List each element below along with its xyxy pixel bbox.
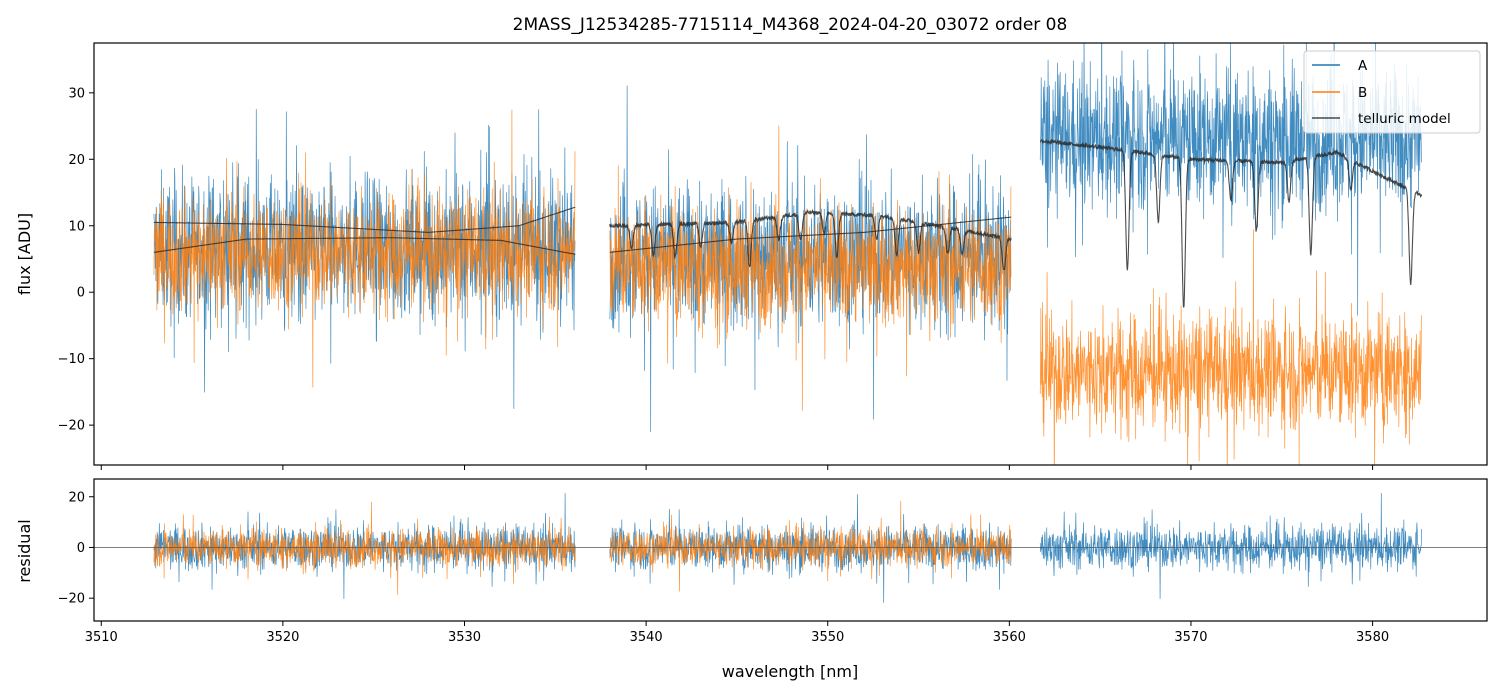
residual-series-layer (94, 493, 1487, 603)
residual-series-b-segment-1 (153, 501, 576, 595)
flux-y-tick-label: 30 (68, 86, 85, 101)
x-tick-label: 3550 (811, 630, 844, 645)
x-tick-label: 3510 (85, 630, 118, 645)
x-tick-label: 3560 (993, 630, 1026, 645)
x-tick-label: 3570 (1174, 630, 1207, 645)
flux-series-layer (153, 43, 1423, 465)
residual-y-ticks: −20 0 20 (58, 490, 94, 607)
chart-title: 2MASS_J12534285-7715114_M4368_2024-04-20… (513, 15, 1068, 35)
residual-x-ticks: 3510 3520 3530 3540 3550 3560 3570 3580 (85, 621, 1389, 645)
residual-axes-frame (93, 478, 1488, 622)
flux-series-b-segment-3 (1039, 229, 1422, 465)
x-tick-label: 3530 (448, 630, 481, 645)
residual-y-tick-label: 0 (77, 541, 85, 556)
x-axis-label: wavelength [nm] (722, 662, 859, 681)
flux-series-a-segment-3 (1039, 43, 1422, 316)
flux-y-tick-label: 20 (68, 153, 85, 168)
flux-y-ticks: −20 −10 0 10 20 30 (58, 86, 94, 434)
residual-series-b-segment-2 (609, 500, 1012, 592)
flux-series-b-segment-2 (609, 125, 1012, 411)
legend: A B telluric model (1303, 50, 1481, 134)
flux-y-axis-label: flux [ADU] (15, 213, 34, 295)
legend-label-telluric: telluric model (1358, 111, 1451, 127)
flux-y-tick-label: −20 (58, 419, 85, 434)
telluric-model-seg3 (1040, 138, 1423, 308)
residual-y-tick-label: 20 (68, 490, 85, 505)
legend-box (1303, 50, 1481, 134)
flux-y-tick-label: 0 (77, 286, 85, 301)
x-tick-label: 3540 (630, 630, 663, 645)
telluric-model-seg1-b (153, 237, 576, 255)
flux-panel: −20 −10 0 10 20 30 flux [ADU] A B telluric mo… (15, 42, 1488, 470)
flux-series-b-segment-1 (153, 109, 576, 388)
residual-series-a-segment-3 (1039, 493, 1422, 599)
telluric-model-seg1-a (153, 206, 576, 233)
legend-label-b: B (1358, 85, 1367, 101)
telluric-model-seg2-b (609, 216, 1012, 253)
legend-label-a: A (1358, 58, 1368, 74)
flux-axes-frame (93, 42, 1488, 466)
x-tick-label: 3520 (266, 630, 299, 645)
flux-x-ticks (100, 465, 1374, 470)
residual-y-tick-label: −20 (58, 592, 85, 607)
x-tick-label: 3580 (1356, 630, 1389, 645)
flux-y-tick-label: −10 (58, 352, 85, 367)
flux-y-tick-label: 10 (68, 219, 85, 234)
residual-y-axis-label: residual (15, 519, 34, 582)
